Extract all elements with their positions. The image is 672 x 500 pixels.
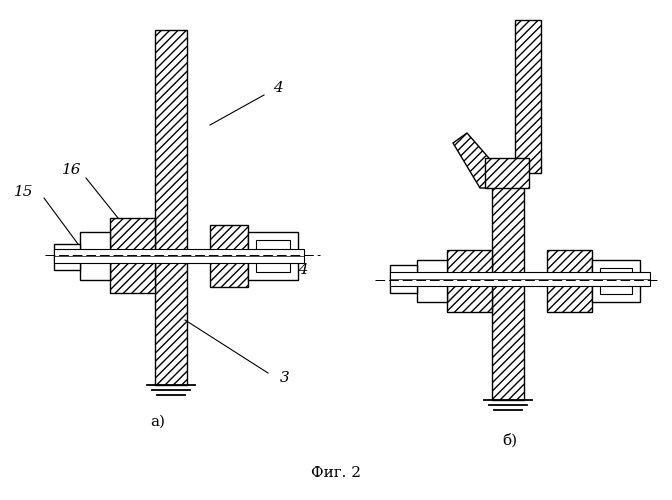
Bar <box>485 158 529 188</box>
Bar <box>600 268 632 294</box>
Bar <box>390 265 417 293</box>
Text: Фиг. 2: Фиг. 2 <box>311 466 361 480</box>
Text: а): а) <box>151 415 165 429</box>
Bar <box>390 272 650 286</box>
Polygon shape <box>453 133 507 188</box>
Text: 14: 14 <box>290 263 310 277</box>
Bar <box>110 218 155 293</box>
Bar <box>256 240 290 272</box>
Bar <box>80 232 110 280</box>
Text: 3: 3 <box>280 371 290 385</box>
Text: 15: 15 <box>14 185 34 199</box>
Text: 4: 4 <box>273 81 283 95</box>
Bar <box>447 250 492 312</box>
Bar <box>547 250 592 312</box>
Bar <box>210 225 248 287</box>
Bar <box>592 260 640 302</box>
Bar <box>515 20 541 173</box>
Text: б): б) <box>503 433 517 447</box>
Bar <box>54 249 304 263</box>
Bar <box>248 232 298 280</box>
Bar <box>54 244 80 270</box>
Bar <box>492 185 524 400</box>
Text: 16: 16 <box>62 163 82 177</box>
Bar <box>155 30 187 385</box>
Bar <box>417 260 447 302</box>
